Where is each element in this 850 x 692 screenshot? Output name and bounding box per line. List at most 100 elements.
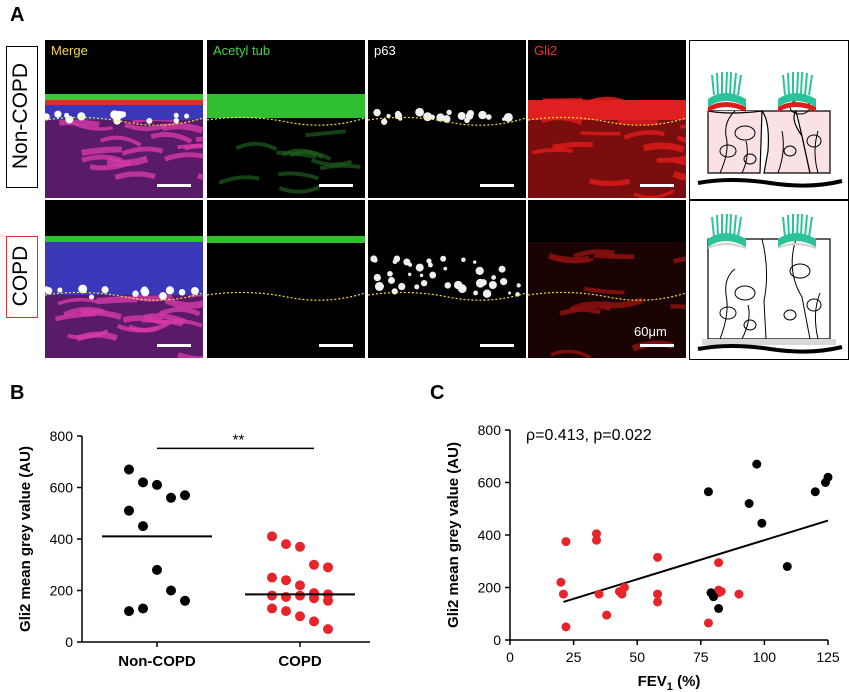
micrograph-non-copd-gli2: Gli2 bbox=[528, 40, 686, 198]
data-point bbox=[594, 589, 604, 599]
y-tick-label: 200 bbox=[478, 580, 502, 596]
data-point bbox=[295, 541, 305, 552]
data-point bbox=[166, 492, 176, 503]
micrograph-copd-merge bbox=[45, 200, 203, 358]
row-label-box-copd bbox=[6, 236, 38, 318]
channel-label-p63: p63 bbox=[374, 43, 396, 58]
data-point bbox=[138, 603, 148, 614]
data-point bbox=[152, 479, 162, 490]
chart-c: 0 200 400 600 800 0 25 50 75 100 125 Gli2 mean grey… bbox=[445, 422, 840, 690]
data-point bbox=[323, 624, 333, 635]
x-axis-label: FEV1 (%) bbox=[638, 673, 701, 690]
y-tick-label: 400 bbox=[478, 527, 502, 543]
data-point bbox=[124, 606, 134, 617]
micrograph-copd-acetyl-tub bbox=[207, 200, 365, 358]
data-point bbox=[166, 585, 176, 596]
data-point bbox=[180, 490, 190, 501]
y-tick-label: 800 bbox=[50, 428, 74, 444]
correlation-annotation: ρ=0.413, p=0.022 bbox=[526, 427, 652, 444]
panel-a-letter: A bbox=[10, 4, 25, 26]
data-point bbox=[281, 575, 291, 586]
y-tick-label: 600 bbox=[50, 480, 74, 496]
data-point bbox=[295, 580, 305, 591]
x-tick-label: 125 bbox=[816, 649, 840, 665]
data-point bbox=[716, 586, 726, 596]
data-point bbox=[709, 592, 719, 602]
data-point bbox=[558, 589, 568, 599]
data-point bbox=[281, 606, 291, 617]
data-point bbox=[653, 597, 663, 607]
data-point bbox=[617, 589, 627, 599]
y-tick-label: 800 bbox=[478, 422, 502, 438]
channel-label-merge: Merge bbox=[51, 43, 88, 58]
row-label-copd: COPD bbox=[9, 245, 32, 307]
data-point bbox=[180, 595, 190, 606]
micrograph-non-copd-p63: p63 bbox=[368, 40, 526, 198]
data-point bbox=[591, 535, 601, 545]
data-point bbox=[309, 593, 319, 604]
y-axis-label: Gli2 mean grey value (AU) bbox=[445, 442, 462, 628]
data-point bbox=[561, 537, 571, 547]
data-point bbox=[703, 618, 713, 628]
data-point bbox=[757, 518, 767, 528]
data-point bbox=[152, 564, 162, 575]
data-point bbox=[602, 610, 612, 620]
data-point bbox=[714, 558, 724, 568]
schematic-non-copd bbox=[689, 40, 849, 200]
y-tick-label: 200 bbox=[50, 583, 74, 599]
data-point bbox=[138, 477, 148, 488]
data-point bbox=[556, 577, 566, 587]
data-point bbox=[653, 552, 663, 562]
data-point bbox=[591, 529, 601, 539]
x-tick-label: Non-COPD bbox=[118, 653, 196, 670]
data-point bbox=[703, 487, 713, 497]
y-tick-label: 0 bbox=[493, 632, 501, 648]
y-tick-label: 600 bbox=[478, 475, 502, 491]
data-point bbox=[653, 589, 663, 599]
x-tick-label: 25 bbox=[566, 649, 582, 665]
data-point bbox=[782, 562, 792, 571]
data-point bbox=[323, 562, 333, 573]
x-tick-label: 50 bbox=[629, 649, 645, 665]
data-point bbox=[281, 539, 291, 550]
micrograph-non-copd-merge: Merge bbox=[45, 40, 203, 198]
data-point bbox=[323, 595, 333, 606]
data-point bbox=[810, 487, 820, 497]
x-tick-label: 75 bbox=[693, 649, 709, 665]
data-point bbox=[267, 603, 277, 614]
data-point bbox=[295, 590, 305, 601]
channel-label-gli2: Gli2 bbox=[534, 43, 558, 58]
panel-b-letter: B bbox=[10, 382, 25, 404]
data-point bbox=[295, 611, 305, 622]
significance-label: ** bbox=[233, 431, 245, 448]
data-point bbox=[744, 499, 754, 508]
data-point bbox=[267, 590, 277, 601]
data-point bbox=[267, 572, 277, 583]
data-point bbox=[734, 589, 744, 599]
chart-b: 0 200 400 600 800 Gli2 mean grey value (AU) No… bbox=[17, 428, 370, 670]
micrograph-copd-p63 bbox=[368, 200, 526, 358]
data-point bbox=[752, 459, 762, 469]
x-tick-label: 100 bbox=[753, 649, 777, 665]
channel-label-acetyl-tub: Acetyl tub bbox=[213, 43, 271, 58]
data-point bbox=[267, 531, 277, 542]
row-label-non-copd: Non-COPD bbox=[9, 62, 32, 170]
micrograph-non-copd-acetyl-tub: Acetyl tub bbox=[207, 40, 365, 198]
data-point bbox=[823, 472, 833, 482]
x-tick-label: COPD bbox=[278, 653, 322, 670]
data-point bbox=[309, 559, 319, 570]
y-axis-label: Gli2 mean grey value (AU) bbox=[17, 446, 34, 632]
regression-line bbox=[563, 519, 829, 603]
data-point bbox=[309, 616, 319, 627]
y-tick-label: 0 bbox=[65, 634, 73, 650]
data-point bbox=[714, 604, 724, 613]
scale-bar-label: 60μm bbox=[634, 324, 667, 339]
panel-c-letter: C bbox=[430, 382, 445, 404]
y-tick-label: 400 bbox=[50, 531, 74, 547]
micrograph-copd-gli2: 60μm bbox=[528, 200, 686, 358]
data-point bbox=[124, 464, 134, 475]
data-point bbox=[561, 622, 571, 632]
x-tick-label: 0 bbox=[506, 649, 514, 665]
schematic-copd bbox=[689, 200, 849, 360]
data-point bbox=[138, 521, 148, 532]
